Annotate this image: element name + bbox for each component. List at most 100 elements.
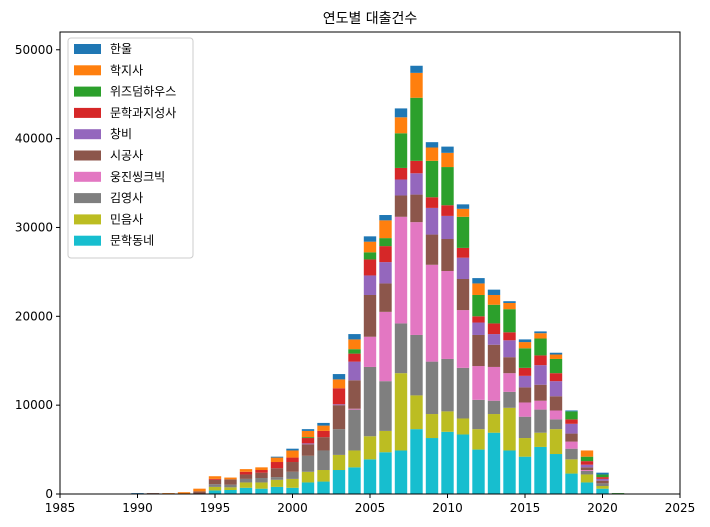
- bar-문학과지성사-2005: [363, 259, 377, 276]
- bar-한울-2010: [441, 146, 454, 153]
- bar-창비-2007: [394, 179, 408, 196]
- bar-민음사-1998: [255, 482, 268, 489]
- bar-학지사-2005: [363, 241, 377, 253]
- bar-웅진씽크빅-2015: [518, 402, 532, 417]
- bar-위즈덤하우스-2020: [596, 474, 609, 478]
- bar-김영사-2007: [394, 323, 408, 374]
- bar-시공사-2002: [317, 437, 330, 451]
- bar-창비-2011: [456, 257, 470, 279]
- bar-민음사-2006: [379, 430, 392, 453]
- y-tick-label: 20000: [15, 309, 53, 323]
- bar-한울-2018: [565, 410, 578, 412]
- bar-위즈덤하우스-2014: [503, 309, 516, 333]
- bar-문학동네-2011: [456, 434, 470, 494]
- bar-김영사-2009: [425, 361, 439, 415]
- bar-민음사-2004: [348, 450, 361, 468]
- bar-문학동네-2002: [317, 481, 330, 494]
- bar-문학과지성사-2016: [534, 355, 547, 366]
- bar-문학동네-2006: [379, 452, 392, 494]
- bar-창비-2017: [549, 381, 563, 397]
- bar-시공사-2017: [549, 396, 563, 411]
- bar-문학과지성사-2019: [580, 461, 594, 465]
- bar-문학과지성사-2015: [518, 367, 532, 376]
- bar-시공사-2000: [286, 462, 299, 472]
- bar-창비-2008: [410, 173, 423, 195]
- bar-학지사-2017: [549, 354, 563, 359]
- bar-문학동네-2007: [394, 450, 408, 494]
- bar-문학동네-2008: [410, 429, 423, 494]
- axes-layer: 1985 1990 1995 2000 2005 2010 2015 2020 2025 0 100…: [15, 31, 696, 515]
- bar-웅진씽크빅-2006: [379, 311, 392, 382]
- bar-시공사-2004: [348, 380, 361, 409]
- bar-김영사-2012: [472, 399, 485, 430]
- x-tick-label: 2005: [355, 501, 386, 515]
- bar-시공사-2012: [472, 334, 485, 367]
- bar-학지사-1993: [177, 492, 191, 494]
- bar-창비-2013: [487, 334, 501, 345]
- y-tick-label: 50000: [15, 43, 53, 57]
- bar-시공사-2014: [503, 357, 516, 374]
- legend-label: 김영사: [110, 191, 143, 205]
- bar-한울-2017: [549, 352, 563, 355]
- bar-한울-1999: [270, 456, 284, 458]
- bar-민음사-2010: [441, 411, 454, 432]
- bar-김영사-2003: [332, 429, 346, 455]
- bar-학지사-2019: [580, 450, 594, 457]
- legend-swatch: [74, 235, 101, 246]
- bar-창비-2019: [580, 464, 594, 468]
- bar-시공사-1996: [224, 479, 237, 485]
- bar-창비-2003: [332, 404, 346, 406]
- bar-문학과지성사-2002: [317, 430, 330, 438]
- bar-민음사-1996: [224, 487, 237, 491]
- bar-문학과지성사-2006: [379, 246, 392, 263]
- legend-label: 학지사: [110, 63, 143, 77]
- bar-위즈덤하우스-2010: [441, 167, 454, 206]
- bar-문학과지성사-1999: [270, 462, 284, 469]
- bar-창비-2009: [425, 207, 439, 235]
- bar-김영사-1995: [208, 484, 222, 487]
- bar-학지사-2007: [394, 117, 408, 134]
- bar-한울-2000: [286, 448, 299, 451]
- bar-시공사-2001: [301, 444, 315, 456]
- bar-창비-2015: [518, 375, 532, 388]
- bar-웅진씽크빅-2010: [441, 271, 454, 359]
- bar-웅진씽크빅-2017: [549, 410, 563, 420]
- bar-문학과지성사-2012: [472, 316, 485, 323]
- x-tick-label: 2025: [665, 501, 696, 515]
- bar-문학과지성사-2001: [301, 438, 315, 444]
- bar-학지사-2004: [348, 339, 361, 350]
- bar-웅진씽크빅-2013: [487, 366, 501, 401]
- bar-웅진씽크빅-2014: [503, 373, 516, 392]
- bar-문학과지성사-2009: [425, 197, 439, 208]
- bar-시공사-2019: [580, 467, 594, 471]
- legend-swatch: [74, 193, 101, 204]
- bar-창비-2018: [565, 423, 578, 434]
- x-tick-label: 2000: [277, 501, 308, 515]
- bar-김영사-2020: [596, 483, 609, 487]
- bar-김영사-1999: [270, 477, 284, 480]
- bar-위즈덤하우스-2013: [487, 304, 501, 324]
- bar-김영사-2002: [317, 450, 330, 471]
- bar-문학동네-1997: [239, 487, 253, 494]
- y-tick-label: 10000: [15, 398, 53, 412]
- bar-김영사-2010: [441, 358, 454, 412]
- bar-한울-2012: [472, 278, 485, 284]
- bar-문학과지성사-2007: [394, 167, 408, 180]
- bar-위즈덤하우스-2015: [518, 348, 532, 368]
- bar-학지사-2003: [332, 379, 346, 389]
- bar-학지사-1999: [270, 457, 284, 463]
- bar-한울-2009: [425, 142, 439, 148]
- bar-학지사-2015: [518, 342, 532, 349]
- bar-위즈덤하우스-2006: [379, 238, 392, 247]
- bar-김영사-2017: [549, 419, 563, 430]
- x-tick-label: 1985: [45, 501, 76, 515]
- bar-한울-2011: [456, 204, 470, 209]
- chart-title: 연도별 대출건수: [323, 11, 418, 27]
- bar-시공사-2013: [487, 344, 501, 367]
- bar-창비-2020: [596, 478, 609, 481]
- bar-민음사-2011: [456, 418, 470, 435]
- bar-웅진씽크빅-2016: [534, 400, 547, 410]
- bar-민음사-2018: [565, 459, 578, 474]
- bar-학지사-1998: [255, 467, 268, 471]
- bar-위즈덤하우스-2012: [472, 294, 485, 317]
